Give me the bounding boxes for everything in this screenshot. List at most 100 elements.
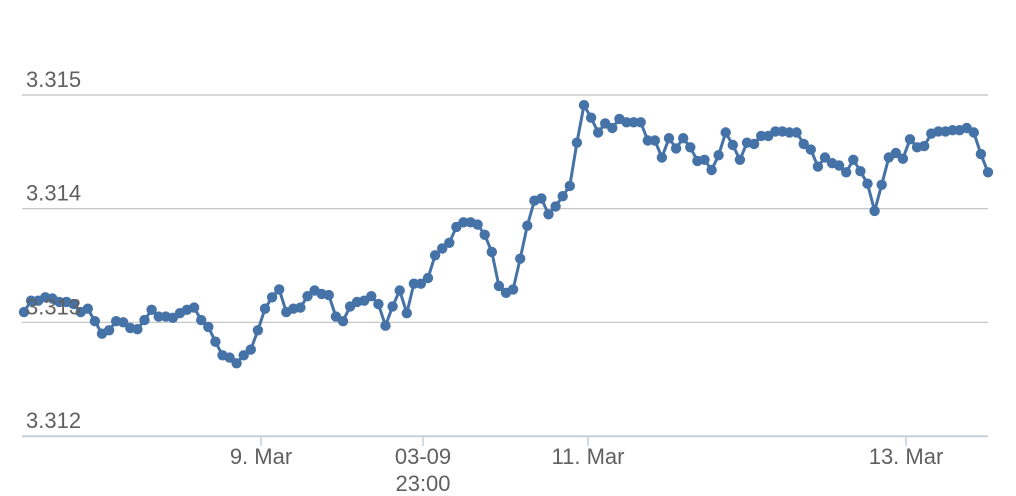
data-point[interactable]: [919, 140, 930, 152]
data-point[interactable]: [415, 278, 427, 289]
data-point[interactable]: [720, 127, 731, 138]
data-point[interactable]: [366, 291, 377, 302]
data-point[interactable]: [543, 209, 554, 220]
data-point[interactable]: [678, 133, 689, 144]
data-point[interactable]: [727, 139, 738, 151]
data-point[interactable]: [266, 292, 278, 303]
x-axis: [22, 435, 988, 446]
series-line: [22, 103, 990, 365]
data-point[interactable]: [670, 143, 682, 154]
data-point[interactable]: [380, 320, 391, 331]
data-point[interactable]: [245, 344, 256, 355]
data-point[interactable]: [522, 220, 533, 231]
data-point[interactable]: [897, 153, 909, 164]
data-point[interactable]: [444, 237, 455, 248]
x-tick-label: 11. Mar: [552, 444, 625, 469]
data-point[interactable]: [203, 321, 214, 333]
data-point[interactable]: [132, 324, 143, 335]
data-point[interactable]: [146, 304, 157, 315]
data-point[interactable]: [302, 291, 313, 302]
data-point[interactable]: [515, 253, 526, 264]
data-point[interactable]: [564, 180, 575, 192]
data-point[interactable]: [437, 243, 448, 254]
data-point[interactable]: [890, 147, 902, 159]
data-point[interactable]: [862, 178, 873, 189]
data-point[interactable]: [585, 112, 597, 123]
data-point[interactable]: [536, 193, 547, 204]
data-point[interactable]: [833, 160, 845, 171]
data-point[interactable]: [592, 127, 604, 138]
data-point[interactable]: [855, 166, 866, 177]
data-point[interactable]: [231, 358, 242, 369]
data-point[interactable]: [82, 303, 94, 314]
data-point[interactable]: [656, 152, 668, 163]
data-point[interactable]: [876, 179, 887, 190]
data-point[interactable]: [734, 154, 746, 165]
data-point[interactable]: [196, 314, 207, 326]
data-point[interactable]: [252, 325, 264, 336]
data-point[interactable]: [422, 272, 434, 284]
x-tick-sublabel: 23:00: [395, 471, 450, 496]
data-point[interactable]: [323, 289, 334, 301]
data-point[interactable]: [635, 117, 646, 128]
data-point[interactable]: [394, 285, 405, 296]
grid-lines: [22, 94, 988, 437]
data-point[interactable]: [706, 164, 717, 176]
data-point[interactable]: [103, 325, 115, 336]
data-point[interactable]: [210, 336, 221, 347]
y-tick-label: 3.312: [26, 408, 81, 433]
data-point[interactable]: [274, 284, 285, 295]
data-point[interactable]: [685, 142, 696, 153]
y-tick-label: 3.314: [26, 181, 81, 206]
data-point[interactable]: [791, 127, 802, 138]
data-point[interactable]: [578, 100, 590, 111]
data-point[interactable]: [373, 298, 384, 310]
data-point[interactable]: [295, 302, 306, 313]
data-point[interactable]: [607, 122, 618, 134]
data-point[interactable]: [982, 167, 994, 178]
data-point[interactable]: [401, 308, 412, 319]
data-point[interactable]: [337, 316, 349, 327]
data-point[interactable]: [805, 144, 816, 155]
data-point[interactable]: [968, 127, 979, 138]
data-point[interactable]: [472, 219, 483, 230]
data-point[interactable]: [68, 298, 79, 310]
data-point[interactable]: [259, 303, 271, 314]
data-point[interactable]: [869, 205, 880, 217]
data-point[interactable]: [812, 161, 824, 172]
y-tick-label: 3.315: [26, 67, 81, 92]
data-point[interactable]: [798, 138, 809, 150]
y-tick-label: 3.313: [26, 294, 81, 319]
data-point[interactable]: [429, 250, 441, 261]
data-point[interactable]: [387, 301, 398, 312]
data-point[interactable]: [663, 133, 675, 144]
data-point[interactable]: [479, 229, 490, 240]
data-point[interactable]: [507, 284, 519, 295]
y-axis-labels: 3.312 3.313 3.314 3.315: [26, 67, 81, 433]
data-point[interactable]: [748, 138, 760, 150]
data-point[interactable]: [188, 302, 200, 313]
data-point[interactable]: [493, 280, 505, 292]
data-point[interactable]: [819, 152, 831, 163]
data-point[interactable]: [224, 352, 235, 363]
plot-area: [18, 100, 994, 369]
data-point[interactable]: [571, 137, 583, 148]
data-point[interactable]: [118, 317, 129, 328]
data-point[interactable]: [848, 154, 859, 165]
data-point[interactable]: [557, 191, 568, 202]
data-point[interactable]: [89, 316, 101, 327]
x-tick-label: 03-09: [395, 444, 451, 469]
data-point[interactable]: [139, 314, 150, 326]
data-point[interactable]: [550, 201, 561, 212]
data-point[interactable]: [841, 167, 852, 178]
data-point[interactable]: [713, 150, 724, 161]
data-point[interactable]: [699, 154, 710, 165]
data-point[interactable]: [975, 148, 987, 160]
data-point[interactable]: [904, 134, 916, 145]
data-point[interactable]: [649, 135, 661, 146]
data-point[interactable]: [238, 350, 249, 361]
data-point[interactable]: [486, 246, 497, 258]
data-point[interactable]: [18, 306, 30, 318]
